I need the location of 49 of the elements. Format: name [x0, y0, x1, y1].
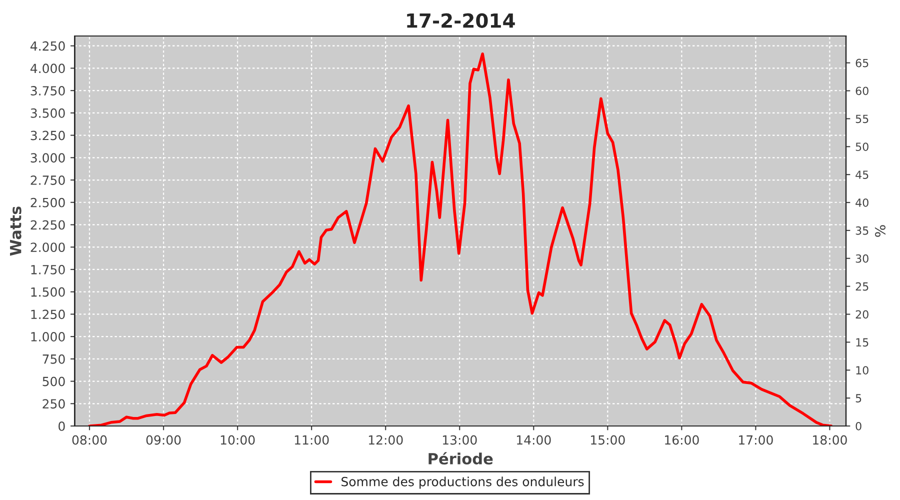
chart-title: 17-2-2014: [407, 13, 515, 28]
y-tick-label: 500: [42, 376, 65, 386]
x-tick-label: 18:00: [813, 435, 847, 445]
y-tick-label: 1.500: [31, 287, 65, 297]
y-tick-label: 750: [42, 354, 65, 364]
x-tick-label: 10:00: [220, 435, 255, 445]
y2-tick-label: 40: [856, 198, 868, 207]
y-tick-label: 2.500: [30, 198, 65, 208]
y2-tick-label: 50: [856, 142, 868, 152]
y2-tick-label: 35: [856, 226, 868, 235]
y2-tick-label: 10: [856, 366, 868, 375]
y-tick-label: 3.500: [30, 108, 65, 118]
y-tick-label: 1.000: [31, 332, 65, 342]
x-tick-label: 13:00: [442, 435, 477, 445]
x-tick-label: 11:00: [294, 435, 329, 445]
y-tick-label: 2.000: [30, 242, 65, 252]
y-tick-label: 3.750: [30, 86, 65, 96]
y-tick-label: 1.250: [31, 310, 65, 320]
y2-tick-label: 0: [856, 422, 862, 430]
y2-tick-label: 45: [856, 170, 868, 179]
y-tick-label: 3.000: [30, 153, 65, 163]
y-tick-label: 4.000: [30, 64, 65, 74]
y-tick-label: 2.750: [30, 175, 65, 185]
y-tick-label: 2.250: [30, 220, 65, 230]
y2-tick-label: 25: [856, 282, 868, 291]
legend-label: Somme des productions des onduleurs: [342, 476, 584, 489]
x-tick-label: 08:00: [72, 435, 107, 445]
y2-tick-label: 15: [856, 338, 868, 347]
y-tick-label: 250: [42, 399, 65, 409]
y2-tick-label: 30: [856, 254, 868, 263]
x-tick-label: 14:00: [516, 435, 551, 445]
x-tick-label: 17:00: [739, 435, 773, 445]
x-tick-label: 09:00: [146, 435, 181, 445]
y-tick-label: 4.250: [30, 41, 65, 51]
y2-axis-title: %: [874, 225, 886, 237]
y2-tick-label: 5: [856, 394, 862, 402]
x-axis-title: Période: [428, 452, 493, 465]
y2-tick-label: 65: [856, 58, 868, 68]
y-axis-title: Watts: [10, 206, 22, 256]
line-series: [88, 52, 833, 426]
y-tick-label: 1.750: [31, 264, 65, 274]
y-tick-label: 3.250: [30, 130, 65, 140]
y2-tick-label: 20: [856, 310, 868, 319]
y-tick-label: 0: [58, 421, 65, 431]
x-tick-label: 12:00: [368, 435, 403, 445]
y2-tick-label: 55: [856, 114, 868, 124]
y2-tick-label: 60: [856, 86, 868, 96]
x-tick-label: 16:00: [665, 435, 699, 445]
x-tick-label: 15:00: [591, 435, 625, 445]
